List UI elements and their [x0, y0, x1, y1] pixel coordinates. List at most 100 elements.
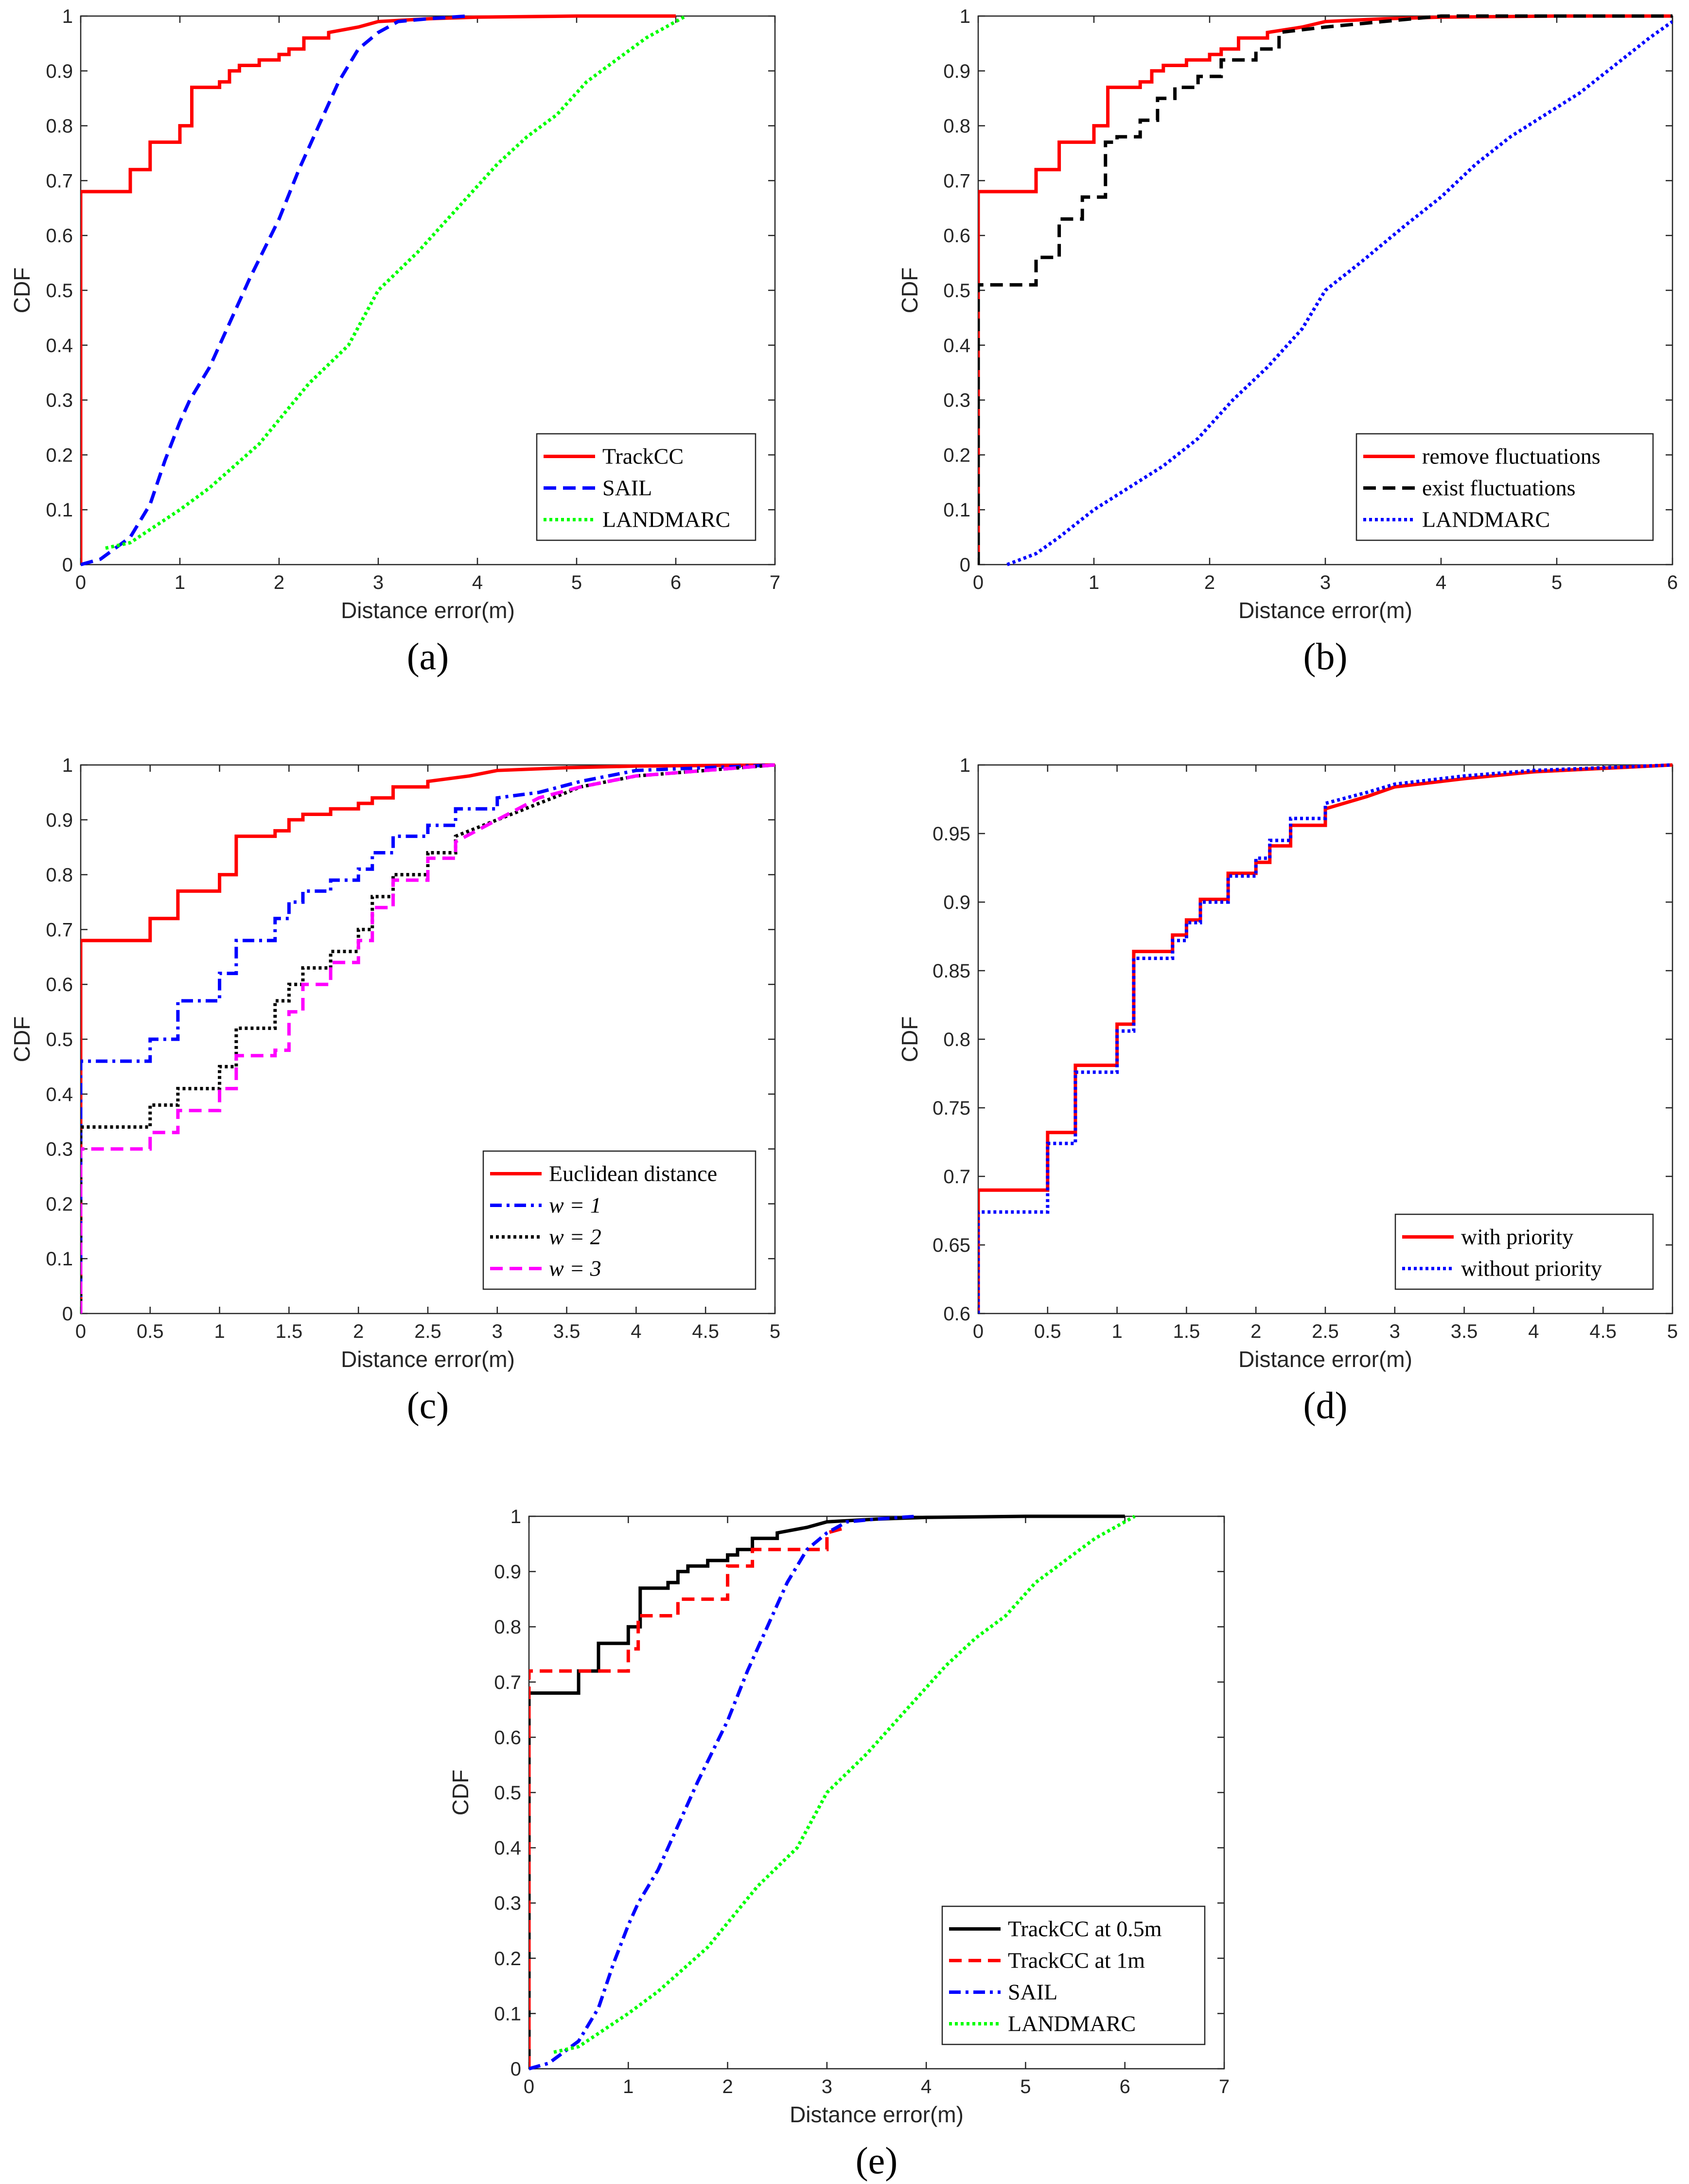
x-axis-label: Distance error(m) — [341, 1347, 515, 1372]
series-line-2 — [529, 1526, 847, 2069]
x-tick-label: 5 — [1020, 2076, 1031, 2097]
x-tick-label: 2 — [274, 572, 284, 593]
y-tick-label: 1 — [960, 755, 970, 776]
legend-label: exist fluctuations — [1422, 476, 1576, 500]
y-tick-label: 0.1 — [494, 2003, 521, 2024]
x-tick-label: 7 — [770, 572, 780, 593]
series-line-2 — [978, 763, 1672, 1314]
x-tick-label: 1.5 — [276, 1321, 303, 1342]
legend-label: SAIL — [602, 476, 652, 500]
legend: remove fluctuations exist fluctuations LAN… — [1355, 433, 1654, 541]
y-tick-label: 0.3 — [943, 390, 970, 411]
series-line-4 — [553, 1514, 1136, 2054]
y-tick-label: 0.6 — [46, 225, 73, 247]
y-axis-label: CDF — [897, 1016, 922, 1063]
y-tick-label: 0.7 — [494, 1672, 521, 1693]
x-tick-label: 6 — [670, 572, 681, 593]
x-tick-label: 7 — [1219, 2076, 1230, 2097]
x-tick-label: 5 — [1551, 572, 1562, 593]
y-axis-label: CDF — [897, 267, 922, 314]
legend-label: LANDMARC — [1008, 2011, 1136, 2036]
y-tick-label: 0.5 — [46, 1029, 73, 1050]
y-tick-label: 0.9 — [46, 810, 73, 831]
x-tick-label: 5 — [1667, 1321, 1678, 1342]
chart-panel-a: 0 1 2 3 4 5 6 7 0 0.1 0.2 0.3 0.4 0.5 0.6 0.7 0.8 0.9 1 Dis… — [9, 6, 780, 677]
y-tick-label: 0.75 — [932, 1098, 970, 1119]
legend-label: w = 3 — [549, 1256, 601, 1281]
series-line-1 — [81, 763, 775, 1314]
chart-panel-d: 0 0.5 1 1.5 2 2.5 3 3.5 4 4.5 5 0.6 0.65 0.7 0.75 0.8 0.… — [897, 755, 1678, 1426]
chart-panel-c: 0 0.5 1 1.5 2 2.5 3 3.5 4 4.5 5 0 0.1 0.2 0.3 0.4 0.5 0.6… — [9, 755, 780, 1426]
legend: TrackCC SAIL LANDMARC — [536, 433, 757, 541]
legend-label: LANDMARC — [602, 507, 730, 532]
chart-panel-e: 0 1 2 3 4 5 6 7 0 0.1 0.2 0.3 0.4 0.5 0.6 0.7 0.8 0.9 1 Dis… — [448, 1506, 1230, 2182]
x-tick-label: 1.5 — [1173, 1321, 1200, 1342]
x-tick-label: 0 — [75, 1321, 86, 1342]
legend-label: with priority — [1461, 1225, 1573, 1249]
x-tick-label: 1 — [175, 572, 185, 593]
y-tick-label: 0.2 — [46, 1193, 73, 1215]
x-tick-label: 2 — [1204, 572, 1215, 593]
series-line-1 — [978, 763, 1672, 1314]
series-line-3 — [529, 1514, 916, 2071]
y-tick-label: 0.4 — [494, 1838, 521, 1859]
x-tick-label: 4 — [1436, 572, 1446, 593]
y-tick-label: 0.6 — [943, 1303, 970, 1325]
y-tick-label: 0.3 — [46, 1139, 73, 1160]
y-tick-label: 0.4 — [46, 335, 73, 356]
y-tick-label: 0.4 — [46, 1084, 73, 1105]
y-tick-label: 0 — [62, 554, 73, 576]
x-tick-label: 5 — [770, 1321, 780, 1342]
y-tick-label: 0 — [62, 1303, 73, 1325]
legend-label: LANDMARC — [1422, 507, 1550, 532]
x-tick-label: 4.5 — [692, 1321, 719, 1342]
panel-label: (d) — [1303, 1384, 1348, 1426]
x-tick-label: 2 — [722, 2076, 733, 2097]
y-tick-label: 1 — [510, 1506, 521, 1527]
x-axis-label: Distance error(m) — [1238, 1347, 1412, 1372]
legend: with priority without priority — [1394, 1213, 1654, 1290]
y-tick-label: 0.2 — [943, 444, 970, 466]
x-tick-label: 3 — [822, 2076, 832, 2097]
y-tick-label: 0.1 — [943, 499, 970, 521]
legend-label: Euclidean distance — [549, 1161, 717, 1186]
y-tick-label: 0.3 — [494, 1893, 521, 1914]
y-tick-label: 0.9 — [943, 61, 970, 82]
y-tick-label: 1 — [62, 6, 73, 27]
legend-label: remove fluctuations — [1422, 444, 1601, 469]
series-line-3 — [105, 14, 687, 550]
y-tick-label: 0.65 — [932, 1235, 970, 1256]
legend-label: TrackCC — [602, 444, 684, 469]
x-tick-label: 3 — [1390, 1321, 1400, 1342]
x-tick-label: 2 — [1250, 1321, 1261, 1342]
x-axis-label: Distance error(m) — [1238, 598, 1412, 623]
x-tick-label: 0.5 — [137, 1321, 164, 1342]
legend: Euclidean distance w = 1 w = 2 w = 3 — [482, 1150, 757, 1290]
y-tick-label: 0.8 — [943, 116, 970, 137]
y-axis-label: CDF — [9, 1016, 35, 1063]
y-tick-label: 0.8 — [943, 1029, 970, 1050]
x-tick-label: 3.5 — [553, 1321, 581, 1342]
x-tick-label: 4 — [921, 2076, 932, 2097]
panel-label: (b) — [1303, 635, 1348, 677]
x-tick-label: 4 — [631, 1321, 641, 1342]
legend-label: without priority — [1461, 1256, 1602, 1281]
x-tick-label: 3 — [492, 1321, 503, 1342]
series-line-2 — [978, 14, 1672, 565]
y-tick-label: 0.7 — [46, 170, 73, 192]
y-tick-label: 0.9 — [46, 61, 73, 82]
series-line-4 — [81, 763, 775, 1314]
x-tick-label: 3 — [1320, 572, 1331, 593]
x-tick-label: 6 — [1667, 572, 1678, 593]
legend: TrackCC at 0.5m TrackCC at 1m SAIL LANDMARC — [941, 1905, 1206, 2045]
y-tick-label: 0.8 — [46, 865, 73, 886]
y-tick-label: 0.95 — [932, 823, 970, 845]
y-tick-label: 0.1 — [46, 1248, 73, 1270]
y-tick-label: 0.7 — [943, 1166, 970, 1188]
y-axis-label: CDF — [9, 267, 35, 314]
y-tick-label: 1 — [960, 6, 970, 27]
y-tick-label: 0.3 — [46, 390, 73, 411]
x-tick-label: 2.5 — [414, 1321, 441, 1342]
y-tick-label: 0 — [510, 2059, 521, 2080]
